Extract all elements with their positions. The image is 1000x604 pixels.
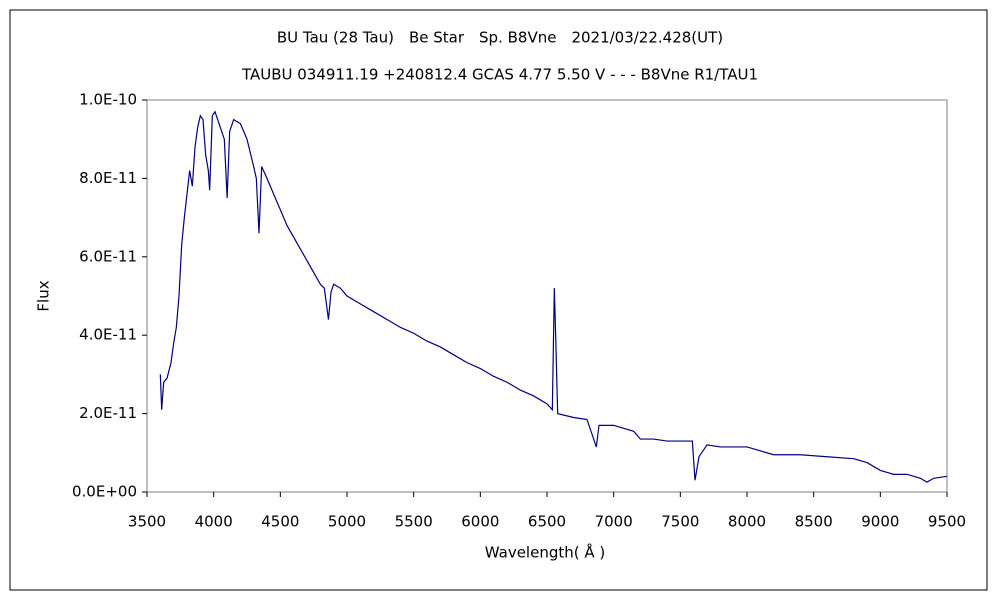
y-tick-label: 0.0E+00 bbox=[72, 483, 137, 501]
x-tick-label: 9500 bbox=[928, 513, 966, 531]
x-tick-label: 6500 bbox=[528, 513, 566, 531]
y-tick-label: 4.0E-11 bbox=[79, 326, 137, 344]
chart-title: BU Tau (28 Tau) Be Star Sp. B8Vne 2021/0… bbox=[277, 29, 723, 47]
y-tick-label: 8.0E-11 bbox=[79, 169, 137, 187]
chart-subtitle: TAUBU 034911.19 +240812.4 GCAS 4.77 5.50… bbox=[241, 66, 758, 84]
x-tick-label: 5000 bbox=[328, 513, 366, 531]
x-tick-label: 7000 bbox=[595, 513, 633, 531]
plot-area bbox=[146, 99, 948, 493]
x-tick-label: 8500 bbox=[795, 513, 833, 531]
x-tick-label: 4500 bbox=[261, 513, 299, 531]
x-tick-label: 8000 bbox=[728, 513, 766, 531]
y-tick-label: 2.0E-11 bbox=[79, 404, 137, 422]
y-tick-label: 1.0E-10 bbox=[79, 91, 137, 109]
y-tick-label: 6.0E-11 bbox=[79, 247, 137, 265]
spectrum-line bbox=[159, 110, 948, 483]
x-tick-label: 6000 bbox=[461, 513, 499, 531]
x-tick-label: 9000 bbox=[861, 513, 899, 531]
x-tick-label: 5500 bbox=[395, 513, 433, 531]
x-tick-label: 3500 bbox=[128, 513, 166, 531]
x-axis-label: Wavelength( Å ) bbox=[485, 543, 605, 562]
x-tick-label: 7500 bbox=[661, 513, 699, 531]
x-tick-label: 4000 bbox=[195, 513, 233, 531]
y-axis-label: Flux bbox=[35, 280, 53, 311]
